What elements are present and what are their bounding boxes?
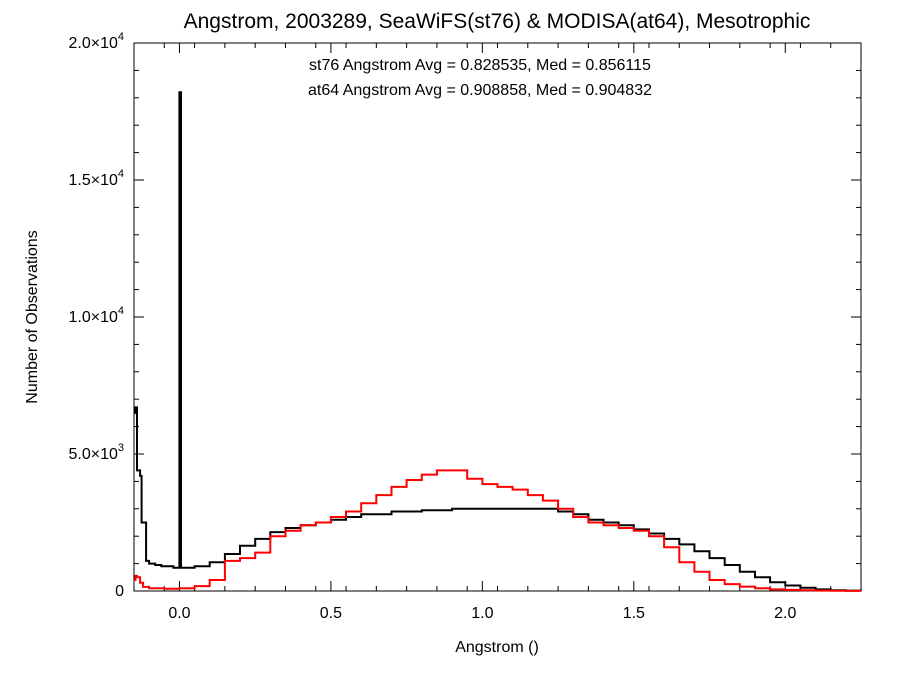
y-tick-exponent: 3	[118, 442, 124, 454]
series-line-st76	[134, 91, 862, 592]
chart-title: Angstrom, 2003289, SeaWiFS(st76) & MODIS…	[184, 10, 811, 33]
y-tick-label: 1.5×104	[68, 168, 124, 189]
y-tick-mantissa: 1.5×10	[68, 172, 117, 189]
histogram-series	[134, 91, 862, 592]
y-tick-label: 0	[115, 583, 124, 600]
y-tick-mantissa: 5.0×10	[68, 446, 117, 463]
y-tick-label: 1.0×104	[68, 305, 124, 326]
series-line-at64	[134, 469, 862, 592]
y-tick-mantissa: 0	[115, 583, 124, 600]
y-tick-mantissa: 2.0×10	[68, 35, 117, 52]
y-axis-label: Number of Observations	[24, 230, 41, 403]
x-tick-label: 1.0	[471, 605, 493, 622]
x-tick-label: 2.0	[774, 605, 796, 622]
x-tick-label: 0.5	[320, 605, 342, 622]
series-annotation-at64: at64 Angstrom Avg = 0.908858, Med = 0.90…	[308, 82, 652, 99]
x-tick-label: 1.5	[623, 605, 645, 622]
y-tick-exponent: 4	[118, 305, 124, 317]
x-axis-label: Angstrom ()	[455, 639, 539, 656]
y-tick-label: 2.0×104	[68, 31, 124, 52]
y-tick-label: 5.0×103	[68, 442, 124, 463]
y-tick-exponent: 4	[118, 31, 124, 43]
axis-ticks: 0.0 0.5 1.0 1.5 2.005.0×1031.0×1041.5×1042.0…	[68, 31, 861, 622]
series-annotation-st76: st76 Angstrom Avg = 0.828535, Med = 0.85…	[309, 57, 651, 74]
y-tick-mantissa: 1.0×10	[68, 309, 117, 326]
y-tick-exponent: 4	[118, 168, 124, 180]
x-tick-label: 0.0	[168, 605, 190, 622]
